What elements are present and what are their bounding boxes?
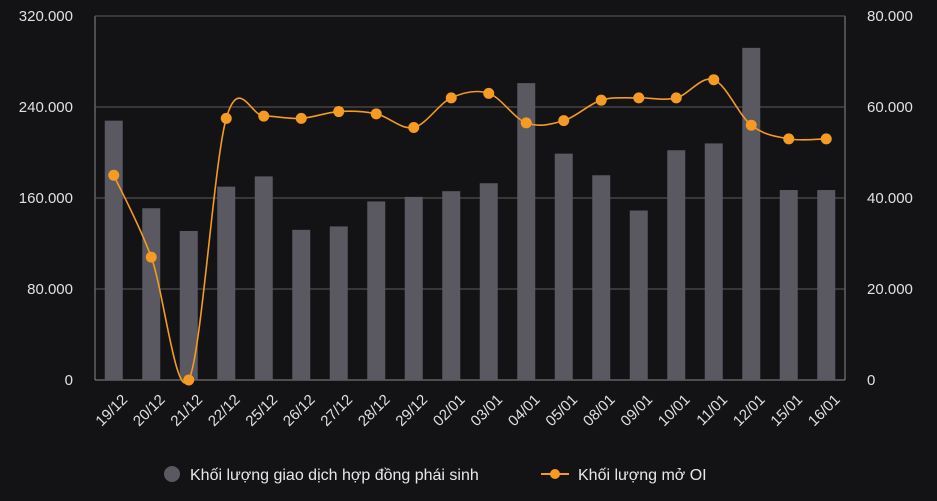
bar — [517, 83, 536, 381]
bar-series — [104, 47, 836, 381]
bar — [629, 210, 648, 380]
bar — [217, 186, 236, 380]
x-tick-label: 09/01 — [617, 391, 656, 430]
oi-point — [145, 251, 157, 263]
x-tick-label: 26/12 — [280, 391, 319, 430]
x-tick-label: 12/01 — [730, 391, 769, 430]
x-tick-label: 05/01 — [542, 391, 581, 430]
bar — [104, 120, 123, 381]
oi-point — [258, 110, 270, 122]
oi-point — [220, 112, 232, 124]
x-tick-label: 22/12 — [205, 391, 244, 430]
oi-point — [708, 74, 720, 86]
x-tick-label: 08/01 — [580, 391, 619, 430]
y-right-tick-label: 80.000 — [867, 8, 913, 25]
bar — [554, 153, 573, 380]
x-tick-label: 29/12 — [392, 391, 431, 430]
oi-point — [408, 121, 420, 133]
bar — [704, 143, 723, 380]
oi-point — [783, 133, 795, 145]
oi-point — [483, 87, 495, 99]
oi-point — [595, 94, 607, 106]
y-right-tick-label: 60.000 — [867, 99, 913, 116]
y-right-tick-label: 40.000 — [867, 190, 913, 207]
bar — [367, 201, 386, 380]
oi-point — [670, 92, 682, 104]
bar — [442, 191, 461, 380]
x-tick-label: 04/01 — [505, 391, 544, 430]
bar — [479, 183, 498, 380]
oi-point — [558, 115, 570, 127]
x-tick-label: 16/01 — [805, 391, 844, 430]
bar — [404, 196, 423, 380]
x-tick-label: 02/01 — [430, 391, 469, 430]
legend-bar-swatch — [164, 466, 180, 482]
bar — [742, 47, 761, 380]
bar — [179, 230, 198, 380]
oi-point — [745, 119, 757, 131]
line-series — [108, 74, 832, 386]
x-tick-label: 28/12 — [355, 391, 394, 430]
legend: Khối lượng giao dịch hợp đồng phái sinh … — [164, 466, 707, 484]
oi-point — [183, 374, 195, 386]
oi-point — [370, 108, 382, 120]
bar — [817, 190, 836, 380]
bar — [779, 190, 798, 380]
x-tick-label: 20/12 — [130, 391, 169, 430]
x-tick-label: 25/12 — [242, 391, 281, 430]
x-tick-label: 11/01 — [693, 391, 731, 429]
oi-point — [445, 92, 457, 104]
y-left-tick-label: 320.000 — [19, 8, 73, 25]
bar — [292, 229, 311, 380]
legend-line-marker — [550, 469, 560, 479]
oi-point — [520, 117, 532, 129]
x-tick-label: 27/12 — [317, 391, 356, 430]
legend-line-label: Khối lượng mở OI — [578, 467, 707, 484]
oi-point — [633, 92, 645, 104]
bar — [667, 150, 686, 380]
x-tick-label: 19/12 — [92, 391, 131, 430]
oi-point — [820, 133, 832, 145]
y-left-tick-label: 80.000 — [27, 281, 73, 298]
bar — [254, 176, 273, 380]
bar — [329, 226, 348, 380]
x-tick-label: 21/12 — [167, 391, 206, 430]
oi-point — [295, 112, 307, 124]
bar — [592, 175, 611, 380]
x-tick-label: 10/01 — [655, 391, 694, 430]
x-tick-label: 15/01 — [767, 391, 806, 430]
y-left-tick-label: 240.000 — [19, 99, 73, 116]
bar — [142, 208, 161, 380]
y-right-tick-label: 0 — [867, 372, 875, 389]
x-tick-label: 03/01 — [467, 391, 506, 430]
oi-line — [113, 78, 827, 384]
y-left-tick-label: 0 — [65, 372, 73, 389]
legend-bar-label: Khối lượng giao dịch hợp đồng phái sinh — [190, 467, 479, 484]
oi-point — [108, 169, 120, 181]
grid-lines — [94, 15, 846, 381]
oi-point — [333, 106, 345, 118]
y-left-tick-label: 160.000 — [19, 190, 73, 207]
y-right-tick-label: 20.000 — [867, 281, 913, 298]
